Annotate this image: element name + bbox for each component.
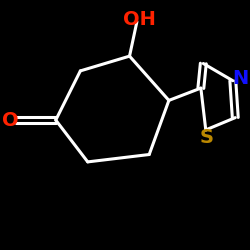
Text: O: O: [2, 110, 18, 130]
Text: OH: OH: [123, 10, 156, 29]
Text: S: S: [200, 128, 214, 147]
Text: N: N: [232, 69, 248, 88]
